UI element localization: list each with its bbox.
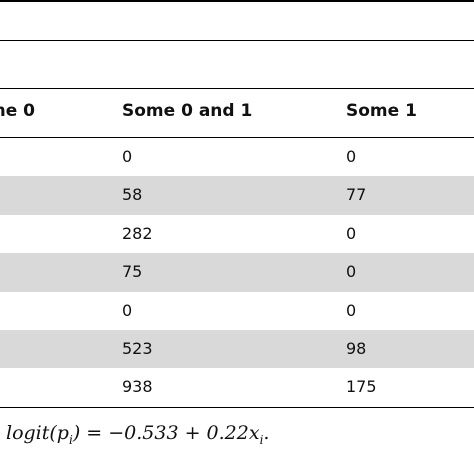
cell-some-1: 77 [346,185,367,205]
column-header-none-0: me 0 [0,101,35,121]
table-row: 0 0 [0,138,474,176]
equation-rhs: ) = −0.533 + 0.22x [72,422,260,444]
cell-some-1: 98 [346,338,367,358]
table-row: 58 77 [0,176,474,215]
cell-some-0-and-1: 58 [122,185,143,205]
cell-some-1: 0 [346,262,357,282]
cell-some-0-and-1: 0 [122,147,133,166]
cell-some-0-and-1: 75 [122,262,143,282]
equation-end: . [263,422,270,444]
title-rule [0,40,474,41]
table-body: 0 0 58 77 282 0 75 0 0 0 523 98 938 175 [0,138,474,407]
cell-some-0-and-1: 938 [122,377,153,397]
cell-some-1: 175 [346,377,377,397]
table-bottom-rule [0,407,474,408]
table-top-rule [0,0,474,2]
model-equation: logit(pi) = −0.533 + 0.22xi. [6,422,269,447]
equation-subscript: i [68,432,73,447]
table-row: 523 98 [0,329,474,369]
cell-some-1: 0 [346,300,357,320]
cell-some-0-and-1: 0 [122,300,133,320]
cell-some-1: 0 [346,223,357,243]
cell-some-0-and-1: 282 [122,223,153,243]
table-row: 282 0 [0,215,474,253]
table-header: me 0 Some 0 and 1 Some 1 [0,89,474,137]
cell-some-1: 0 [346,147,357,166]
cell-some-0-and-1: 523 [122,338,153,358]
header-bottom-rule [0,137,474,138]
table-row: 938 175 [0,368,474,406]
header-top-rule [0,88,474,89]
column-header-some-0-and-1: Some 0 and 1 [122,101,253,121]
table-row: 75 0 [0,253,474,292]
equation-lhs: logit(p [6,422,69,444]
table-row: 0 0 [0,292,474,330]
column-header-some-1: Some 1 [346,101,417,121]
equation-subscript: i [259,432,264,447]
